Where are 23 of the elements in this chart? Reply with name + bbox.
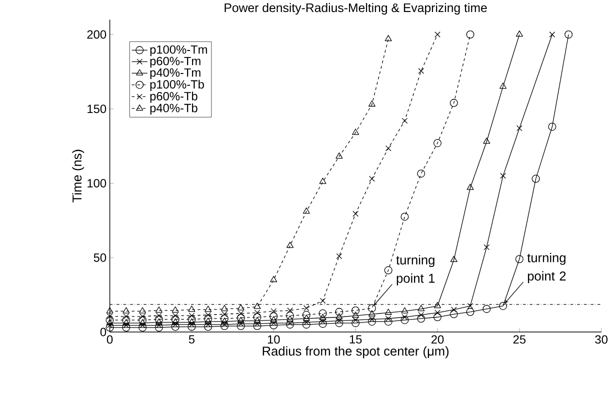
x-tick-label: 5 — [188, 335, 195, 344]
chart-title: Power density-Radius-Melting & Evaprizing time — [224, 3, 487, 15]
legend-label: p40%-Tb — [150, 104, 198, 115]
y-axis-title: Time (ns) — [72, 150, 84, 202]
x-tick-label: 20 — [431, 335, 444, 344]
legend-label: p100%-Tb — [150, 80, 204, 91]
x-tick-label: 30 — [595, 335, 608, 344]
x-tick-label: 0 — [106, 335, 113, 344]
legend-label: p60%-Tb — [150, 92, 198, 103]
annotation: turning point 2 — [527, 252, 566, 284]
annotation: turning point 1 — [396, 255, 435, 286]
legend-label: p100%-Tm — [150, 45, 207, 56]
legend-label: p40%-Tm — [150, 68, 200, 80]
x-tick-label: 25 — [513, 335, 526, 344]
x-tick-label: 15 — [350, 335, 362, 344]
y-tick-label: 150 — [88, 104, 106, 114]
y-tick-label: 200 — [87, 30, 106, 39]
x-tick-label: 10 — [268, 335, 280, 344]
x-axis-title: Radius from the spot center (μm) — [262, 346, 449, 358]
y-tick-label: 0 — [100, 328, 106, 336]
y-tick-label: 100 — [88, 179, 106, 188]
y-tick-label: 50 — [94, 253, 106, 262]
legend-label: p60%-Tm — [150, 56, 200, 68]
